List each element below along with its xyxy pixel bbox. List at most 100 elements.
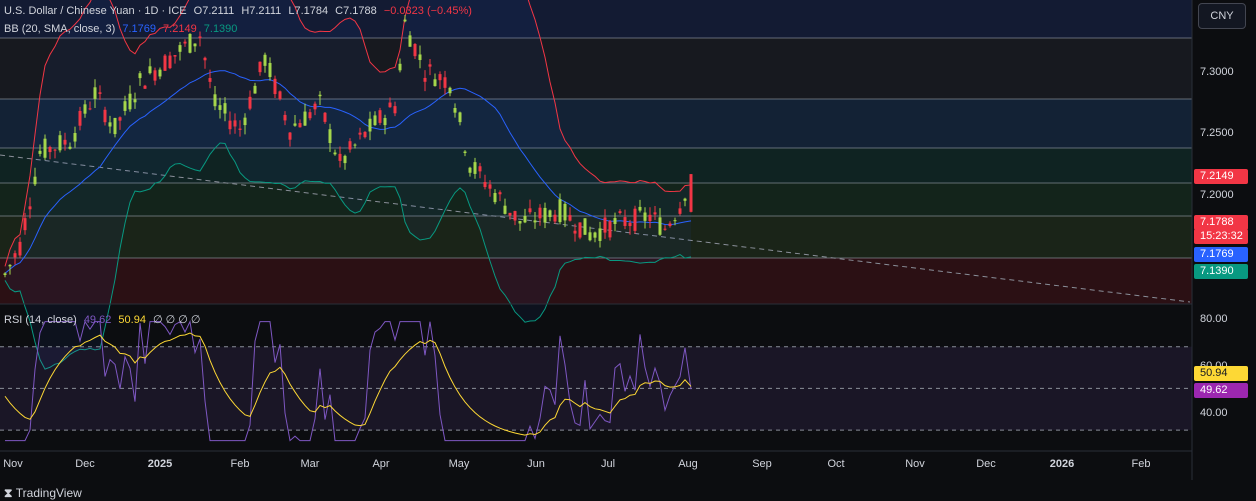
price-zone xyxy=(0,38,1192,99)
change-value: −0.0323 (−0.45%) xyxy=(383,5,472,17)
candle xyxy=(653,212,657,215)
candle xyxy=(313,103,317,110)
candle xyxy=(433,79,437,87)
candle xyxy=(558,199,562,223)
candle xyxy=(523,215,527,223)
rsi-line xyxy=(5,320,692,442)
brand-name: TradingView xyxy=(15,486,82,500)
bollinger-bands xyxy=(4,0,692,370)
price-zones xyxy=(0,0,1192,304)
bb-basis-line xyxy=(4,70,692,274)
candle xyxy=(13,253,17,258)
time-tick: May xyxy=(448,458,470,470)
open-value: O7.2111 xyxy=(193,5,235,17)
candle xyxy=(573,230,577,234)
candle xyxy=(353,144,357,146)
countdown-tag: 15:23:32 xyxy=(1194,229,1248,244)
candle xyxy=(543,207,547,223)
candle xyxy=(423,77,427,82)
currency-button[interactable]: CNY xyxy=(1198,3,1246,29)
candle xyxy=(283,114,287,121)
time-tick: 2025 xyxy=(147,458,173,470)
candle xyxy=(363,131,367,138)
time-tick: Sep xyxy=(752,458,772,470)
candle xyxy=(518,220,522,224)
candle xyxy=(273,78,277,95)
candle xyxy=(48,147,52,153)
rsi-legend[interactable]: RSI (14, close) 49.62 50.94 ∅ ∅ ∅ ∅ xyxy=(4,313,205,326)
candle xyxy=(618,211,622,213)
price-zone xyxy=(0,0,1192,38)
candle xyxy=(593,232,597,238)
candle xyxy=(348,141,352,150)
candle xyxy=(118,117,122,121)
candle xyxy=(98,92,102,94)
low-value: L7.1784 xyxy=(288,5,329,17)
symbol-title[interactable]: U.S. Dollar / Chinese Yuan · 1D · ICE xyxy=(4,5,187,17)
time-tick: Oct xyxy=(827,458,845,470)
tradingview-logo[interactable]: ⧗ TradingView xyxy=(4,486,82,501)
candle xyxy=(548,210,552,218)
candle xyxy=(468,167,472,173)
candle xyxy=(608,221,612,238)
candle xyxy=(153,70,157,81)
candle xyxy=(198,36,202,38)
bb-lower-value: 7.1390 xyxy=(203,23,238,35)
time-tick: Aug xyxy=(678,458,698,470)
candle xyxy=(383,118,387,126)
candle xyxy=(163,55,167,71)
candle xyxy=(408,35,412,47)
candle xyxy=(33,176,37,185)
candle xyxy=(493,193,497,203)
candle xyxy=(603,217,607,233)
candle xyxy=(403,19,407,22)
bb-upper-line xyxy=(4,0,692,267)
candle xyxy=(338,153,342,161)
bb-legend[interactable]: BB (20, SMA, close, 3) 7.1769 7.2149 7.1… xyxy=(4,23,241,35)
candle xyxy=(238,128,242,130)
candle xyxy=(458,112,462,123)
candle xyxy=(213,94,217,107)
price-legend: U.S. Dollar / Chinese Yuan · 1D · ICE O7… xyxy=(4,5,476,17)
candle xyxy=(628,222,632,227)
candle xyxy=(498,192,502,195)
candle xyxy=(673,220,677,222)
price-tick: 7.2500 xyxy=(1200,127,1234,139)
candle xyxy=(108,122,112,127)
candle xyxy=(3,273,7,275)
candle xyxy=(268,62,272,78)
candle xyxy=(333,152,337,155)
candle xyxy=(503,205,507,214)
candle xyxy=(538,207,542,219)
candle xyxy=(588,232,592,241)
candle xyxy=(553,214,557,222)
time-tick: Nov xyxy=(3,458,23,470)
candle xyxy=(223,103,227,114)
time-tick: 2026 xyxy=(1049,458,1075,470)
rsi-ma-line xyxy=(4,332,692,436)
time-tick: Jul xyxy=(600,458,616,470)
time-tick: Dec xyxy=(75,458,95,470)
candle xyxy=(218,105,222,110)
candle xyxy=(453,107,457,113)
candle xyxy=(388,102,392,108)
candle xyxy=(278,91,282,99)
candle xyxy=(633,208,637,231)
candle xyxy=(178,45,182,52)
candle xyxy=(38,150,42,154)
candle xyxy=(568,215,572,221)
time-tick: Feb xyxy=(230,458,250,470)
time-tick: Feb xyxy=(1131,458,1151,470)
rsi-value: 49.62 xyxy=(83,314,112,326)
candle xyxy=(133,99,137,103)
upper-band-tag: 7.2149 xyxy=(1194,169,1248,184)
rsi-pane xyxy=(0,320,1192,442)
time-tick: Jun xyxy=(527,458,545,470)
candle xyxy=(183,41,187,44)
candle xyxy=(243,117,247,126)
candle xyxy=(298,123,302,128)
candle xyxy=(308,112,312,119)
candle xyxy=(18,241,22,256)
candle xyxy=(188,33,192,53)
